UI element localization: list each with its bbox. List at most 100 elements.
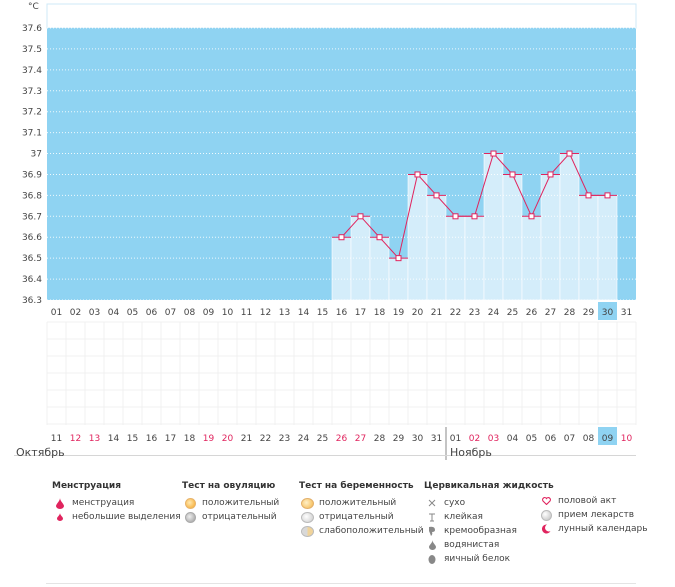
temperature-bar <box>369 236 390 301</box>
x-day-label: 02 <box>70 308 81 318</box>
legend-ovulation: Тест на овуляцию положительный отрицател… <box>182 481 279 524</box>
x-day-label: 09 <box>203 308 215 318</box>
egg-white-icon <box>424 554 440 564</box>
x-day-label: 26 <box>526 308 538 318</box>
y-tick-label: 37.5 <box>22 45 42 55</box>
legend-item: прием лекарств <box>538 508 648 522</box>
date-label: 29 <box>393 434 405 444</box>
date-label: 12 <box>70 434 81 444</box>
legend-label: кремообразная <box>444 526 517 536</box>
moon-icon <box>538 524 554 534</box>
y-tick-label: 36.8 <box>22 191 42 201</box>
highlight-date-cell <box>598 427 617 445</box>
x-day-label: 20 <box>412 308 424 318</box>
date-label: 19 <box>203 434 215 444</box>
y-tick-label: 36.5 <box>22 254 42 264</box>
legend-label: положительный <box>319 498 397 508</box>
x-day-label: 13 <box>279 308 290 318</box>
x-day-label: 22 <box>450 308 461 318</box>
legend-label: небольшие выделения <box>72 512 181 522</box>
legend-item: половой акт <box>538 494 648 508</box>
x-day-label: 28 <box>564 308 576 318</box>
date-label: 21 <box>241 434 252 444</box>
temperature-point <box>509 171 516 178</box>
temperature-point <box>604 192 611 199</box>
highlight-day-cell <box>598 302 617 320</box>
date-label: 09 <box>602 434 614 444</box>
x-day-label: 21 <box>431 308 442 318</box>
y-tick-label: 37.6 <box>22 24 42 34</box>
legend-label: положительный <box>202 498 280 508</box>
x-day-label: 16 <box>336 308 348 318</box>
legend-item: кремообразная <box>424 524 554 538</box>
legend-label: менструация <box>72 498 135 508</box>
legend-item: положительный <box>299 496 424 510</box>
unit-label: °C <box>28 2 39 12</box>
legend-label: прием лекарств <box>558 510 635 520</box>
temperature-bar <box>426 195 447 301</box>
date-label: 01 <box>450 434 461 444</box>
cream-icon <box>424 526 440 536</box>
legend-item: клейкая <box>424 510 554 524</box>
date-label: 30 <box>412 434 424 444</box>
legend-item: менструация <box>52 496 181 510</box>
date-label: 08 <box>583 434 595 444</box>
legend-title-ovulation: Тест на овуляцию <box>182 481 276 491</box>
legend-cervical: Цервикальная жидкость сухо клейкая кремо… <box>424 481 554 566</box>
x-day-label: 29 <box>583 308 595 318</box>
x-day-label: 27 <box>545 308 556 318</box>
x-day-label: 11 <box>241 308 252 318</box>
x-day-label: 24 <box>488 308 500 318</box>
legend-item: отрицательный <box>182 510 279 524</box>
half-test-icon <box>299 525 315 537</box>
temperature-point <box>471 213 478 220</box>
date-label: 10 <box>621 434 633 444</box>
date-label: 23 <box>279 434 290 444</box>
x-day-label: 30 <box>602 308 614 318</box>
x-day-label: 18 <box>374 308 386 318</box>
orange-circle-icon <box>182 497 198 509</box>
date-label: 20 <box>222 434 234 444</box>
x-day-label: 10 <box>222 308 234 318</box>
y-tick-label: 37.2 <box>22 108 42 118</box>
date-label: 22 <box>260 434 271 444</box>
temperature-point <box>490 150 497 157</box>
t-icon <box>424 513 440 522</box>
x-day-label: 05 <box>127 308 138 318</box>
date-label: 02 <box>469 434 480 444</box>
gray-test-icon <box>299 511 315 523</box>
legend-item: слабоположительный <box>299 524 424 538</box>
legend-item: положительный <box>182 496 279 510</box>
legend-item: отрицательный <box>299 510 424 524</box>
legend-pregnancy: Тест на беременность положительный отриц… <box>299 481 424 538</box>
date-label: 31 <box>431 434 442 444</box>
legend-label: сухо <box>444 498 466 508</box>
y-tick-label: 37.1 <box>22 129 42 139</box>
gray-circle-icon <box>182 511 198 523</box>
y-tick-label: 36.6 <box>22 233 42 243</box>
y-tick-label: 37 <box>31 150 42 160</box>
legend-label: отрицательный <box>202 512 277 522</box>
y-tick-label: 36.3 <box>22 296 42 306</box>
temperature-point <box>338 234 345 241</box>
date-label: 04 <box>507 434 519 444</box>
x-day-label: 07 <box>165 308 176 318</box>
date-label: 27 <box>355 434 366 444</box>
heart-icon <box>538 497 554 505</box>
legend-label: слабоположительный <box>319 526 424 536</box>
date-label: 05 <box>526 434 537 444</box>
pill-icon <box>538 509 554 521</box>
x-day-label: 04 <box>108 308 120 318</box>
legend-item: лунный календарь <box>538 522 648 536</box>
y-tick-label: 37.3 <box>22 87 42 97</box>
date-label: 07 <box>564 434 575 444</box>
bottom-divider <box>46 583 636 584</box>
temperature-point <box>547 171 554 178</box>
date-label: 18 <box>184 434 196 444</box>
temperature-point <box>566 150 573 157</box>
x-day-label: 17 <box>355 308 366 318</box>
temperature-point <box>357 213 364 220</box>
temperature-point <box>585 192 592 199</box>
date-label: 26 <box>336 434 348 444</box>
date-label: 15 <box>127 434 138 444</box>
